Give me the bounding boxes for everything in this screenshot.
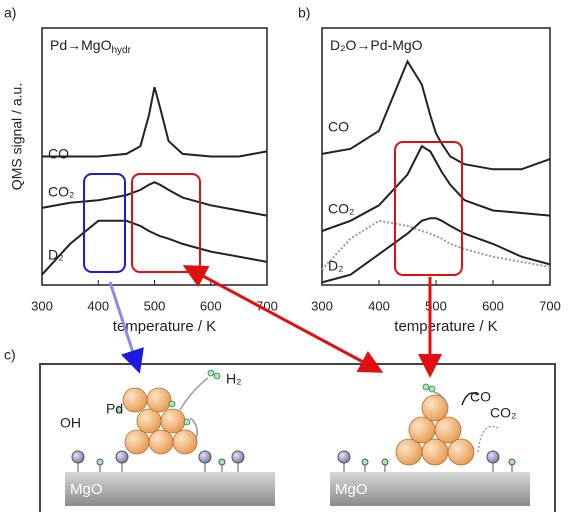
label-co2: CO₂ (490, 405, 516, 421)
series-line (42, 182, 267, 215)
series-line (322, 221, 550, 270)
series-line (42, 221, 267, 275)
panel-label: b) (298, 5, 310, 21)
chart-title: D₂O→Pd-MgO (330, 37, 423, 53)
series-label: CO₂ (328, 201, 354, 217)
x-axis-label: temperature / K (113, 318, 216, 335)
series-line (42, 87, 267, 156)
highlight-boxes (84, 142, 462, 275)
x-axis-label: temperature / K (394, 318, 497, 335)
x-tick-label: 300 (31, 298, 53, 313)
title-subscript: hydr (111, 45, 131, 56)
chart-title: Pd→MgOhydr (50, 37, 132, 56)
series-line (322, 218, 550, 282)
x-tick-label: 600 (482, 298, 504, 313)
panel-label: c) (4, 347, 16, 363)
title-main: Pd→MgO (50, 37, 112, 53)
x-tick-label: 400 (87, 298, 109, 313)
label-h2: H₂ (226, 371, 242, 387)
support-label: MgO (335, 481, 368, 498)
y-axis-label: QMS signal / a.u. (9, 83, 25, 190)
series-line (322, 61, 550, 169)
series-label: CO₂ (48, 184, 74, 200)
plot-frame (322, 28, 550, 285)
title-main: D₂O→Pd-MgO (330, 37, 423, 53)
pd-particle (123, 388, 474, 465)
figure: 300400500600700COCO₂D₂a)Pd→MgOhydrtemper… (0, 0, 571, 512)
label-co: CO (470, 389, 491, 405)
x-tick-label: 600 (200, 298, 222, 313)
diagram: c) MgO MgO (4, 347, 555, 512)
series-label: CO (48, 146, 69, 162)
x-tick-label: 500 (144, 298, 166, 313)
label-oh: OH (60, 415, 81, 431)
x-tick-label: 500 (425, 298, 447, 313)
panel-label: a) (4, 5, 16, 21)
series-label: D₂ (48, 247, 64, 263)
label-pd: Pd (106, 401, 123, 417)
x-tick-label: 700 (539, 298, 561, 313)
series-label: CO (328, 119, 349, 135)
charts: 300 400 500 600 700 CO CO₂ D₂ a) Pd→MgOhydr temper… (4, 5, 561, 335)
x-tick-label: 400 (368, 298, 390, 313)
support-label: MgO (70, 481, 103, 498)
x-tick-label: 300 (311, 298, 333, 313)
